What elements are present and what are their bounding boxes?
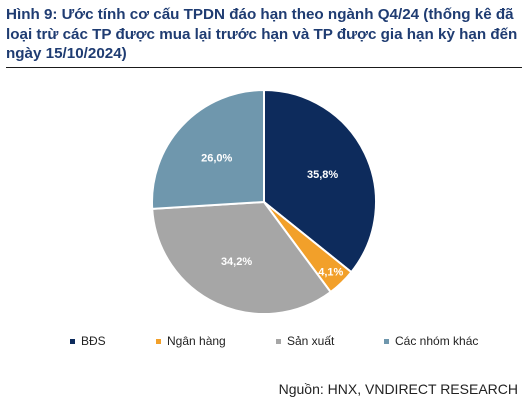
legend-item-san-xuat: Sản xuất bbox=[276, 334, 334, 348]
legend-swatch bbox=[156, 338, 161, 344]
legend-item-bds: BĐS bbox=[70, 334, 106, 348]
source-note: Nguồn: HNX, VNDIRECT RESEARCH bbox=[278, 381, 518, 397]
legend-label: BĐS bbox=[81, 334, 106, 348]
pie-data-labels: 35,8% 4,1% 34,2% 26,0% bbox=[201, 152, 343, 278]
title-divider bbox=[6, 67, 522, 68]
legend-label: Ngân hàng bbox=[167, 334, 226, 348]
legend-item-ngan-hang: Ngân hàng bbox=[156, 334, 226, 348]
data-label-bds: 35,8% bbox=[307, 169, 338, 181]
legend-label: Các nhóm khác bbox=[395, 334, 479, 348]
pie-slices bbox=[151, 88, 377, 315]
legend-item-cac-nhom-khac: Các nhóm khác bbox=[384, 334, 478, 348]
figure-title: Hình 9: Ước tính cơ cấu TPDN đáo hạn the… bbox=[6, 6, 518, 62]
chart-legend: BĐS Ngân hàng Sản xuất Các nhóm khác bbox=[0, 334, 528, 352]
legend-label: Sản xuất bbox=[287, 334, 335, 348]
legend-swatch bbox=[276, 338, 281, 344]
pie-slice-bds bbox=[263, 88, 377, 274]
data-label-san-xuat: 34,2% bbox=[221, 256, 252, 268]
data-label-cac-nhom-khac: 26,0% bbox=[201, 152, 232, 164]
pie-slice-cac-nhom-khac bbox=[151, 88, 265, 210]
legend-swatch bbox=[384, 338, 389, 344]
pie-slice-san-xuat bbox=[151, 200, 333, 315]
legend-swatch bbox=[70, 338, 75, 344]
data-label-ngan-hang: 4,1% bbox=[318, 266, 343, 278]
